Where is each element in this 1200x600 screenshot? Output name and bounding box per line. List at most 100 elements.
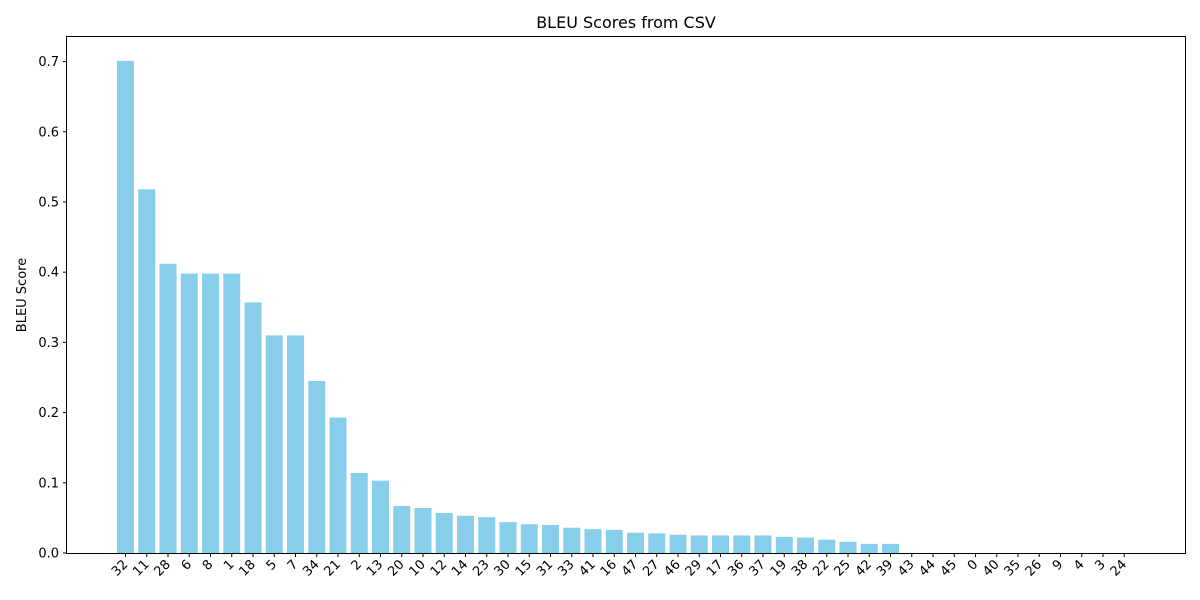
x-tick-label: 11 <box>130 557 152 579</box>
bar-8 <box>202 273 219 553</box>
bar-47 <box>627 532 644 553</box>
bar-21 <box>329 417 347 553</box>
bar-14 <box>457 515 474 553</box>
x-tick-label: 42 <box>853 557 875 579</box>
bar-18 <box>244 302 262 553</box>
bar-30 <box>499 522 517 553</box>
bar-10 <box>414 508 432 553</box>
x-tick-label: 45 <box>938 557 960 579</box>
bar-11 <box>138 189 156 553</box>
x-tick-label: 14 <box>449 557 471 579</box>
bar-31 <box>542 524 559 553</box>
bar-2 <box>350 472 368 553</box>
bar-39 <box>882 543 899 553</box>
x-tick-label: 7 <box>285 557 301 573</box>
x-tick-label: 32 <box>109 557 131 579</box>
y-tick-label: 0.5 <box>38 195 59 210</box>
bar-22 <box>818 539 836 553</box>
x-tick-label: 28 <box>152 557 174 579</box>
bar-33 <box>563 527 581 553</box>
bar-17 <box>712 535 729 553</box>
x-tick-label: 47 <box>619 557 641 579</box>
x-tick-label: 21 <box>322 557 344 579</box>
x-tick-label: 18 <box>237 557 259 579</box>
x-tick-label: 38 <box>789 557 811 579</box>
bar-7 <box>287 335 304 553</box>
bar-5 <box>265 335 283 553</box>
chart-title: BLEU Scores from CSV <box>536 13 716 32</box>
x-tick-label: 20 <box>385 557 407 579</box>
bar-41 <box>584 529 602 553</box>
x-tick-label: 39 <box>874 557 896 579</box>
x-tick-label: 37 <box>747 557 769 579</box>
x-tick-label: 26 <box>1023 557 1045 579</box>
x-tick-label: 22 <box>810 557 832 579</box>
bar-46 <box>669 534 687 553</box>
x-tick-label: 46 <box>662 557 684 579</box>
x-tick-label: 31 <box>534 557 556 579</box>
x-tick-label: 35 <box>1002 557 1024 579</box>
bar-28 <box>159 263 177 553</box>
x-tick-label: 4 <box>1071 557 1087 573</box>
bar-37 <box>754 535 772 553</box>
bar-1 <box>223 273 241 553</box>
x-tick-label: 27 <box>640 557 662 579</box>
x-tick-label: 34 <box>300 557 322 579</box>
bar-38 <box>797 537 814 553</box>
x-tick-label: 24 <box>1108 557 1130 579</box>
x-tick-label: 8 <box>200 557 216 573</box>
x-tick-label: 9 <box>1050 557 1066 573</box>
y-tick-label: 0.7 <box>38 55 59 70</box>
bar-15 <box>520 524 538 553</box>
y-tick-label: 0.4 <box>38 266 59 281</box>
bar-42 <box>860 543 878 553</box>
bars-group <box>117 60 899 554</box>
x-tick-label: 2 <box>349 557 365 573</box>
x-tick-label: 17 <box>704 557 726 579</box>
x-tick-label: 29 <box>683 557 705 579</box>
bar-13 <box>372 480 389 553</box>
x-tick-label: 25 <box>832 557 854 579</box>
plot-frame <box>66 36 1186 554</box>
bar-25 <box>839 541 857 553</box>
bar-34 <box>308 381 326 553</box>
y-axis-label: BLEU Score <box>15 258 30 332</box>
x-tick-label: 10 <box>407 557 429 579</box>
bar-20 <box>393 505 411 553</box>
x-tick-label: 0 <box>965 557 981 573</box>
x-tick-label: 30 <box>492 557 514 579</box>
bar-12 <box>435 512 453 553</box>
bar-27 <box>648 533 666 553</box>
x-tick-label: 19 <box>768 557 790 579</box>
bar-32 <box>117 60 134 554</box>
x-tick-label: 3 <box>1092 557 1108 573</box>
y-tick-label: 0.2 <box>38 406 59 421</box>
x-tick-label: 15 <box>513 557 535 579</box>
x-tick-label: 44 <box>917 557 939 579</box>
x-tick-label: 23 <box>470 557 492 579</box>
x-tick-label: 43 <box>895 557 917 579</box>
bar-19 <box>775 536 793 553</box>
bar-23 <box>478 517 496 553</box>
x-tick-label: 13 <box>364 557 386 579</box>
x-tick-label: 40 <box>980 557 1002 579</box>
x-tick-label: 5 <box>264 557 280 573</box>
bar-16 <box>605 529 623 553</box>
y-tick-label: 0.6 <box>38 125 59 140</box>
x-tick-label: 12 <box>428 557 450 579</box>
y-tick-label: 0.3 <box>38 336 59 351</box>
x-tick-label: 33 <box>555 557 577 579</box>
y-tick-label: 0.1 <box>38 476 59 491</box>
bar-36 <box>733 535 751 553</box>
bar-29 <box>690 535 708 553</box>
y-ticks-group: 0.0 0.1 0.2 0.3 0.4 0.5 0.6 0.7 <box>38 55 67 562</box>
x-tick-label: 36 <box>725 557 747 579</box>
x-tick-label: 6 <box>179 557 195 573</box>
x-tick-label: 1 <box>221 557 237 573</box>
x-tick-label: 16 <box>598 557 620 579</box>
x-tick-label: 41 <box>577 557 599 579</box>
y-tick-label: 0.0 <box>38 547 59 562</box>
bar-6 <box>180 273 198 553</box>
